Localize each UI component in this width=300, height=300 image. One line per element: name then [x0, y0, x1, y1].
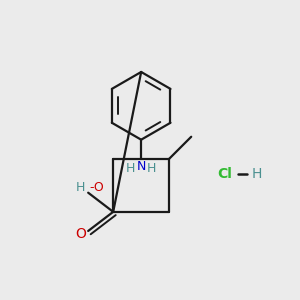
Text: H: H	[147, 162, 156, 175]
Text: H: H	[76, 181, 86, 194]
Text: H: H	[252, 167, 262, 181]
Text: Cl: Cl	[218, 167, 232, 181]
Text: N: N	[136, 160, 146, 173]
Text: H: H	[126, 162, 136, 175]
Text: -O: -O	[90, 181, 104, 194]
Text: O: O	[75, 227, 86, 241]
